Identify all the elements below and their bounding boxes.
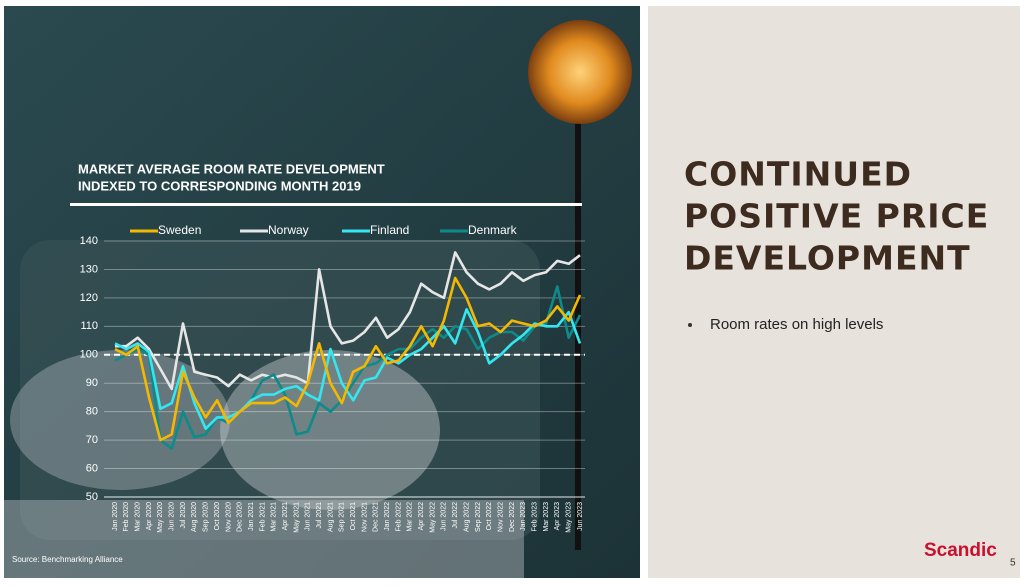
x-tick-label: Sep 2022 — [475, 502, 482, 532]
x-tick-label: Jul 2020 — [180, 502, 187, 529]
y-tick-label: 130 — [80, 263, 98, 275]
y-tick-label: 90 — [86, 377, 98, 389]
logo: Scandic — [924, 540, 997, 561]
series-line — [114, 276, 582, 442]
chart-title: MARKET AVERAGE ROOM RATE DEVELOPMENT — [78, 161, 385, 176]
legend-label: Denmark — [468, 223, 518, 237]
x-tick-label: Nov 2022 — [497, 502, 504, 532]
x-tick-label: Nov 2021 — [361, 502, 368, 532]
y-tick-label: 80 — [86, 406, 98, 418]
x-tick-label: Mar 2021 — [271, 502, 278, 532]
y-tick-label: 60 — [86, 462, 98, 474]
legend-label: Norway — [268, 223, 309, 237]
x-tick-label: Jul 2022 — [452, 502, 459, 529]
heading: DEVELOPMENT — [684, 239, 971, 278]
x-tick-label: Sep 2021 — [339, 502, 346, 532]
x-tick-label: Apr 2023 — [554, 502, 561, 531]
legend-label: Finland — [370, 223, 409, 237]
x-tick-label: Sep 2020 — [203, 502, 210, 532]
x-tick-label: May 2021 — [293, 502, 300, 533]
x-tick-label: Oct 2022 — [486, 502, 493, 531]
x-tick-label: Feb 2021 — [259, 502, 266, 532]
x-tick-label: Jun 2022 — [441, 502, 448, 531]
x-tick-label: Mar 2020 — [135, 502, 142, 532]
x-tick-label: Jun 2023 — [577, 502, 584, 531]
y-tick-label: 100 — [80, 349, 98, 361]
x-tick-label: May 2020 — [157, 502, 164, 533]
bullet-dot — [688, 323, 692, 327]
chart: 50 60 70 80 90 100 110 120 130 140 Jan 2020 Feb 202… — [80, 223, 585, 533]
heading: POSITIVE PRICE — [684, 197, 989, 236]
legend-label: Sweden — [158, 223, 201, 237]
x-tick-label: Jan 2021 — [248, 502, 255, 531]
bullet: Room rates on high levels — [710, 316, 883, 333]
x-tick-label: Jun 2020 — [169, 502, 176, 531]
y-tick-label: 140 — [80, 235, 98, 247]
lamp-stand — [575, 110, 581, 550]
y-tick-label: 50 — [86, 491, 98, 503]
x-tick-label: Mar 2023 — [543, 502, 550, 532]
chart-title: INDEXED TO CORRESPONDING MONTH 2019 — [78, 178, 361, 193]
headboard — [20, 240, 540, 540]
x-tick-label: Aug 2021 — [327, 502, 334, 532]
x-tick-label: Jan 2022 — [384, 502, 391, 531]
text-panel — [648, 6, 1020, 578]
x-tick-label: Mar 2022 — [407, 502, 414, 532]
lamp — [528, 20, 632, 124]
x-tick-label: Apr 2020 — [146, 502, 153, 531]
x-tick-label: Feb 2020 — [123, 502, 130, 532]
x-tick-label: Jan 2020 — [112, 502, 119, 531]
pillow — [10, 350, 230, 490]
x-tick-label: Nov 2020 — [225, 502, 232, 532]
x-tick-label: Jun 2021 — [305, 502, 312, 531]
x-tick-label: Feb 2023 — [531, 502, 538, 532]
y-tick-label: 120 — [80, 292, 98, 304]
x-tick-label: Dec 2020 — [237, 502, 244, 532]
x-tick-label: Apr 2021 — [282, 502, 289, 531]
x-tick-label: Jan 2023 — [520, 502, 527, 531]
y-tick-label: 70 — [86, 434, 98, 446]
x-tick-label: May 2022 — [429, 502, 436, 533]
y-tick-label: 110 — [80, 320, 98, 332]
x-tick-label: Aug 2020 — [191, 502, 198, 532]
x-tick-label: Aug 2022 — [463, 502, 470, 532]
source: Source: Benchmarking Alliance — [12, 555, 123, 564]
page-number: 5 — [1010, 558, 1016, 569]
x-tick-label: Oct 2021 — [350, 502, 357, 531]
pillow — [220, 350, 440, 510]
title-rule — [70, 203, 582, 206]
series-line — [114, 308, 582, 430]
x-tick-label: Feb 2022 — [395, 502, 402, 532]
bed — [4, 500, 524, 578]
x-tick-label: Dec 2022 — [509, 502, 516, 532]
x-tick-label: May 2023 — [566, 502, 573, 533]
x-tick-label: Dec 2021 — [373, 502, 380, 532]
heading: CONTINUED — [684, 155, 912, 194]
x-tick-label: Oct 2020 — [214, 502, 221, 531]
x-tick-label: Apr 2022 — [418, 502, 425, 531]
x-tick-label: Jul 2021 — [316, 502, 323, 529]
series-line — [115, 251, 581, 391]
